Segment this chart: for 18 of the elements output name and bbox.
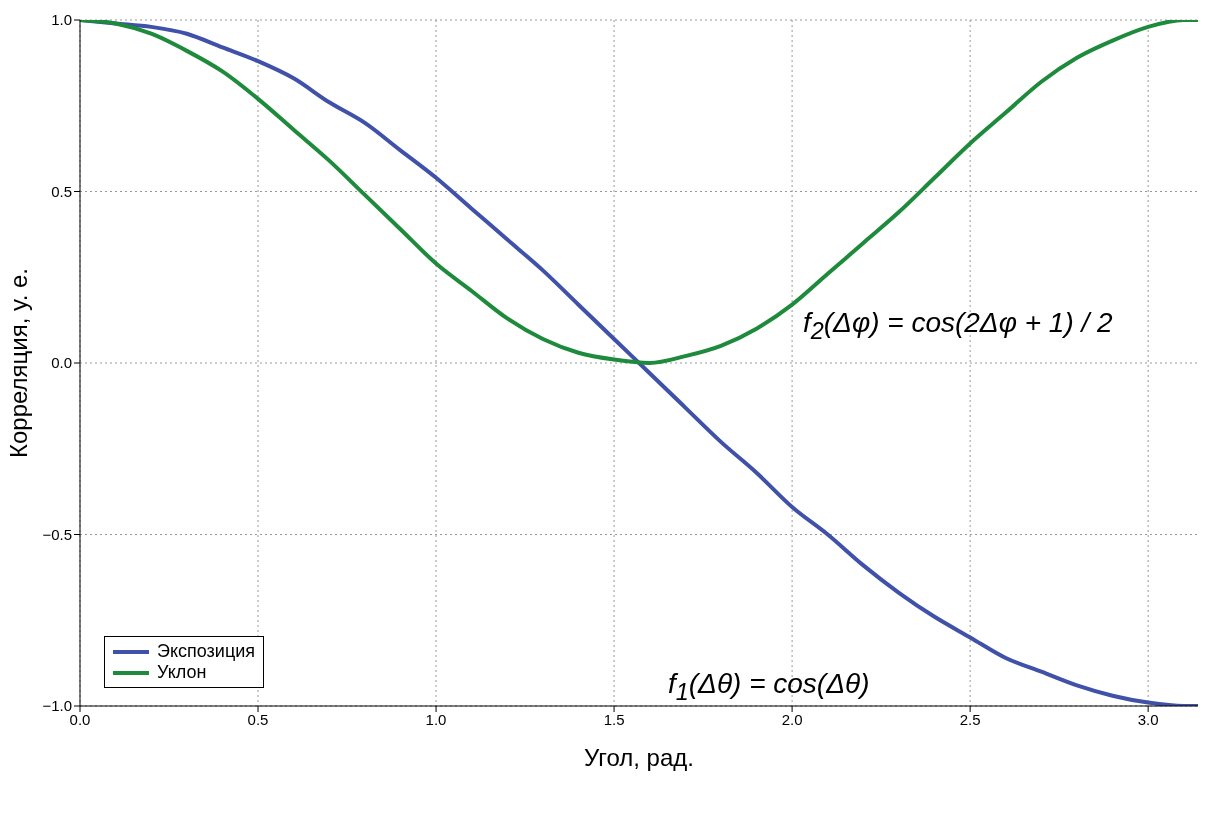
y-axis-title: Корреляция, у. е.	[4, 267, 32, 459]
annotation: f$_{2}$(Δφ) = cos(2Δφ + 1) / 2	[803, 307, 1113, 345]
x-tick-label: 2.0	[781, 710, 803, 728]
legend-label: Экспозиция	[156, 641, 255, 662]
y-tick-label: 0.0	[51, 354, 72, 372]
legend-label: Уклон	[156, 662, 208, 683]
x-tick-label: 1.0	[425, 710, 447, 728]
x-tick-label: 1.5	[603, 710, 625, 728]
x-tick-label: 2.5	[959, 710, 981, 728]
y-tick-label: 0.5	[51, 182, 72, 200]
annotation: f$_{1}$(Δθ) = cos(Δθ)	[668, 668, 870, 706]
x-tick-label: 0.5	[247, 710, 269, 728]
x-tick-label: 3.0	[1137, 710, 1159, 728]
x-tick-label: 0.0	[69, 710, 91, 728]
y-tick-label: 1.0	[51, 11, 72, 29]
y-tick-label: −1.0	[42, 697, 72, 715]
y-tick-label: −0.5	[42, 525, 72, 543]
x-axis-title: Угол, рад.	[584, 744, 694, 771]
